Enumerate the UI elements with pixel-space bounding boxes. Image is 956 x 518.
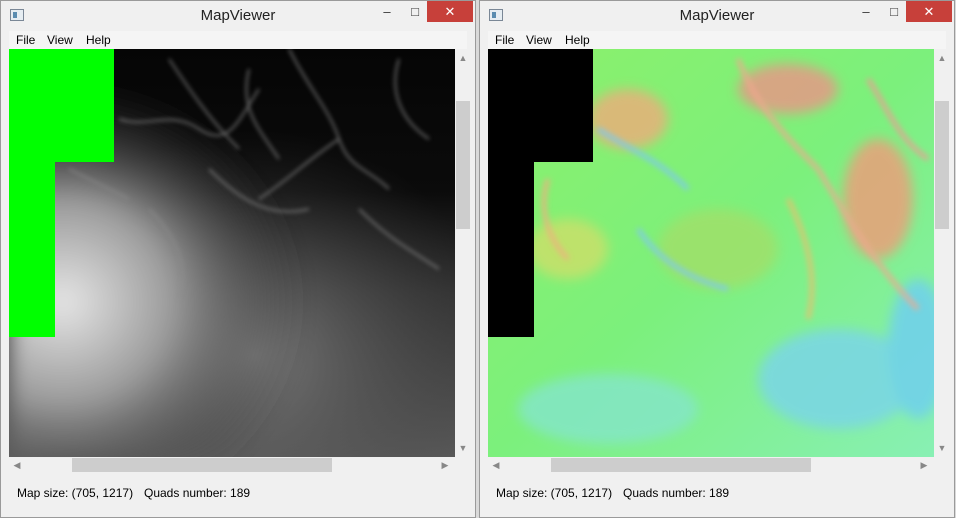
scroll-right-icon[interactable]: ▶ (441, 460, 449, 470)
vertical-scroll-thumb[interactable] (935, 101, 949, 229)
menu-view[interactable]: View (47, 33, 73, 47)
normalmap-shading (518, 64, 934, 444)
vertical-scroll-thumb[interactable] (456, 101, 470, 229)
horizontal-scroll-thumb[interactable] (72, 458, 332, 472)
normalmap-viewport[interactable] (488, 49, 934, 457)
heightmap-viewport[interactable] (9, 49, 455, 457)
quads-number-label: Quads number: 189 (623, 486, 730, 500)
map-size-label: Map size: (705, 1217) (496, 486, 613, 500)
maximize-button[interactable]: □ (890, 4, 898, 19)
menu-bar: File View Help (9, 31, 467, 49)
normalmap-ridges (541, 58, 930, 320)
scroll-right-icon[interactable]: ▶ (920, 460, 928, 470)
scroll-up-icon[interactable]: ▲ (937, 53, 947, 63)
title-bar[interactable]: MapViewer – □ ✕ (480, 1, 954, 31)
window-title: MapViewer (679, 7, 755, 24)
scroll-down-icon[interactable]: ▼ (937, 443, 947, 453)
ridge-lines (68, 49, 440, 300)
vertical-scrollbar[interactable]: ▲ ▼ (934, 49, 950, 457)
scroll-left-icon[interactable]: ◀ (492, 460, 500, 470)
scroll-left-icon[interactable]: ◀ (13, 460, 21, 470)
app-icon[interactable] (10, 9, 24, 21)
title-bar[interactable]: MapViewer – □ ✕ (1, 1, 475, 31)
status-bar: Map size: (705, 1217) Quads number: 189 (9, 475, 471, 511)
empty-tile-region (488, 49, 593, 337)
horizontal-scroll-thumb[interactable] (551, 458, 811, 472)
menu-help[interactable]: Help (86, 33, 111, 47)
menu-file[interactable]: File (495, 33, 515, 47)
mapviewer-window-heightmap: MapViewer – □ ✕ File View Help (0, 0, 476, 518)
heightmap-image (9, 49, 455, 457)
scroll-corner (455, 457, 471, 473)
scroll-up-icon[interactable]: ▲ (458, 53, 468, 63)
maximize-button[interactable]: □ (411, 4, 419, 19)
horizontal-scrollbar[interactable]: ◀ ▶ (488, 457, 934, 473)
horizontal-scrollbar[interactable]: ◀ ▶ (9, 457, 455, 473)
empty-tile-region (9, 49, 114, 337)
close-button[interactable]: ✕ (906, 1, 952, 22)
menu-view[interactable]: View (526, 33, 552, 47)
minimize-button[interactable]: – (862, 4, 870, 19)
quads-number-label: Quads number: 189 (144, 486, 251, 500)
menu-bar: File View Help (488, 31, 946, 49)
app-icon[interactable] (489, 9, 503, 21)
close-button[interactable]: ✕ (427, 1, 473, 22)
mapviewer-window-normalmap: MapViewer – □ ✕ File View Help (479, 0, 955, 518)
window-title: MapViewer (200, 7, 276, 24)
scroll-corner (934, 457, 950, 473)
vertical-scrollbar[interactable]: ▲ ▼ (455, 49, 471, 457)
menu-help[interactable]: Help (565, 33, 590, 47)
scroll-down-icon[interactable]: ▼ (458, 443, 468, 453)
minimize-button[interactable]: – (383, 4, 391, 19)
normalmap-image (488, 49, 934, 457)
map-size-label: Map size: (705, 1217) (17, 486, 134, 500)
status-bar: Map size: (705, 1217) Quads number: 189 (488, 475, 950, 511)
menu-file[interactable]: File (16, 33, 36, 47)
